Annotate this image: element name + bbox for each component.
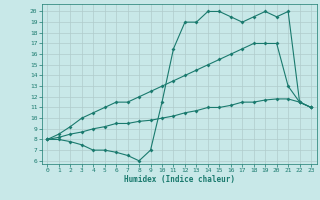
X-axis label: Humidex (Indice chaleur): Humidex (Indice chaleur) [124,175,235,184]
